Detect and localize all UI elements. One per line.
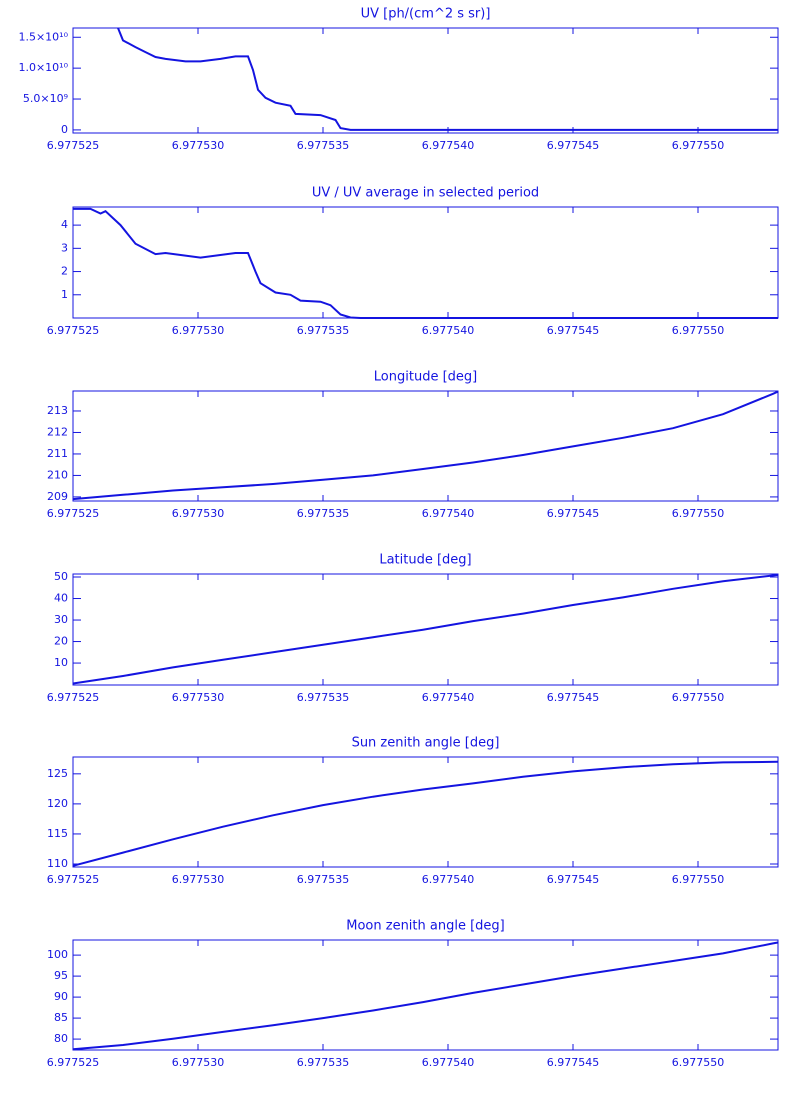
x-tick-label: 6.977535: [297, 691, 350, 704]
plot-frame: [72, 206, 779, 319]
data-line: [73, 207, 778, 319]
chart-title: Moon zenith angle [deg]: [346, 919, 504, 934]
y-tick-label: 95: [54, 969, 68, 982]
x-tick-label: 6.977530: [172, 873, 225, 886]
x-tick-label: 6.977525: [47, 507, 100, 520]
y-tick-label: 1.5×10¹⁰: [18, 30, 68, 43]
y-tick-label: 1: [61, 288, 68, 301]
x-tick-label: 6.977525: [47, 873, 100, 886]
x-tick-label: 6.977550: [672, 139, 725, 152]
chart-title: Sun zenith angle [deg]: [352, 736, 500, 751]
x-tick-label: 6.977545: [547, 873, 600, 886]
x-tick-label: 6.977540: [422, 873, 475, 886]
plot-frame: [72, 27, 779, 134]
plot-frame: [72, 756, 779, 868]
chart-title: UV [ph/(cm^2 s sr)]: [361, 7, 491, 22]
x-tick-label: 6.977535: [297, 507, 350, 520]
chart-title: Longitude [deg]: [374, 370, 477, 385]
x-tick-label: 6.977550: [672, 324, 725, 337]
y-tick-label: 3: [61, 241, 68, 254]
y-tick-label: 20: [54, 635, 68, 648]
y-tick-label: 40: [54, 592, 68, 605]
x-tick-label: 6.977525: [47, 324, 100, 337]
y-tick-label: 90: [54, 990, 68, 1003]
y-tick-label: 30: [54, 613, 68, 626]
x-tick-label: 6.977545: [547, 507, 600, 520]
y-tick-label: 211: [47, 447, 68, 460]
x-tick-label: 6.977550: [672, 1056, 725, 1069]
y-tick-label: 115: [47, 827, 68, 840]
data-line: [72, 941, 779, 1051]
y-tick-label: 0: [61, 123, 68, 136]
x-tick-label: 6.977535: [297, 873, 350, 886]
y-tick-label: 5.0×10⁹: [23, 92, 68, 105]
data-line: [117, 27, 778, 131]
x-tick-label: 6.977525: [47, 691, 100, 704]
x-tick-label: 6.977550: [672, 507, 725, 520]
x-tick-label: 6.977545: [547, 139, 600, 152]
y-tick-label: 1.0×10¹⁰: [18, 61, 68, 74]
data-line: [72, 760, 779, 867]
x-tick-label: 6.977550: [672, 873, 725, 886]
y-tick-label: 2: [61, 265, 68, 278]
y-tick-label: 125: [47, 767, 68, 780]
data-line: [72, 573, 779, 685]
x-tick-label: 6.977530: [172, 691, 225, 704]
chart-title: Latitude [deg]: [379, 553, 471, 568]
y-tick-label: 80: [54, 1032, 68, 1045]
y-tick-label: 100: [47, 948, 68, 961]
plot-frame: [72, 939, 779, 1051]
y-tick-label: 85: [54, 1011, 68, 1024]
y-tick-label: 209: [47, 490, 68, 503]
x-tick-label: 6.977530: [172, 139, 225, 152]
y-tick-label: 50: [54, 570, 68, 583]
x-tick-label: 6.977540: [422, 691, 475, 704]
y-tick-label: 120: [47, 797, 68, 810]
y-tick-label: 4: [61, 218, 68, 231]
x-tick-label: 6.977535: [297, 1056, 350, 1069]
x-tick-label: 6.977545: [547, 1056, 600, 1069]
x-tick-label: 6.977540: [422, 324, 475, 337]
x-tick-label: 6.977530: [172, 1056, 225, 1069]
y-tick-label: 212: [47, 425, 68, 438]
x-tick-label: 6.977525: [47, 139, 100, 152]
y-tick-label: 10: [54, 656, 68, 669]
x-tick-label: 6.977525: [47, 1056, 100, 1069]
x-tick-label: 6.977535: [297, 324, 350, 337]
x-tick-label: 6.977540: [422, 1056, 475, 1069]
y-tick-label: 213: [47, 404, 68, 417]
plot-frame: [72, 390, 779, 502]
x-tick-label: 6.977530: [172, 507, 225, 520]
data-line: [72, 390, 779, 501]
x-tick-label: 6.977545: [547, 324, 600, 337]
x-tick-label: 6.977545: [547, 691, 600, 704]
x-tick-label: 6.977550: [672, 691, 725, 704]
y-tick-label: 110: [47, 857, 68, 870]
x-tick-label: 6.977540: [422, 139, 475, 152]
x-tick-label: 6.977530: [172, 324, 225, 337]
chart-title: UV / UV average in selected period: [312, 186, 539, 201]
x-tick-label: 6.977540: [422, 507, 475, 520]
plot-frame: [72, 573, 779, 686]
y-tick-label: 210: [47, 468, 68, 481]
x-tick-label: 6.977535: [297, 139, 350, 152]
